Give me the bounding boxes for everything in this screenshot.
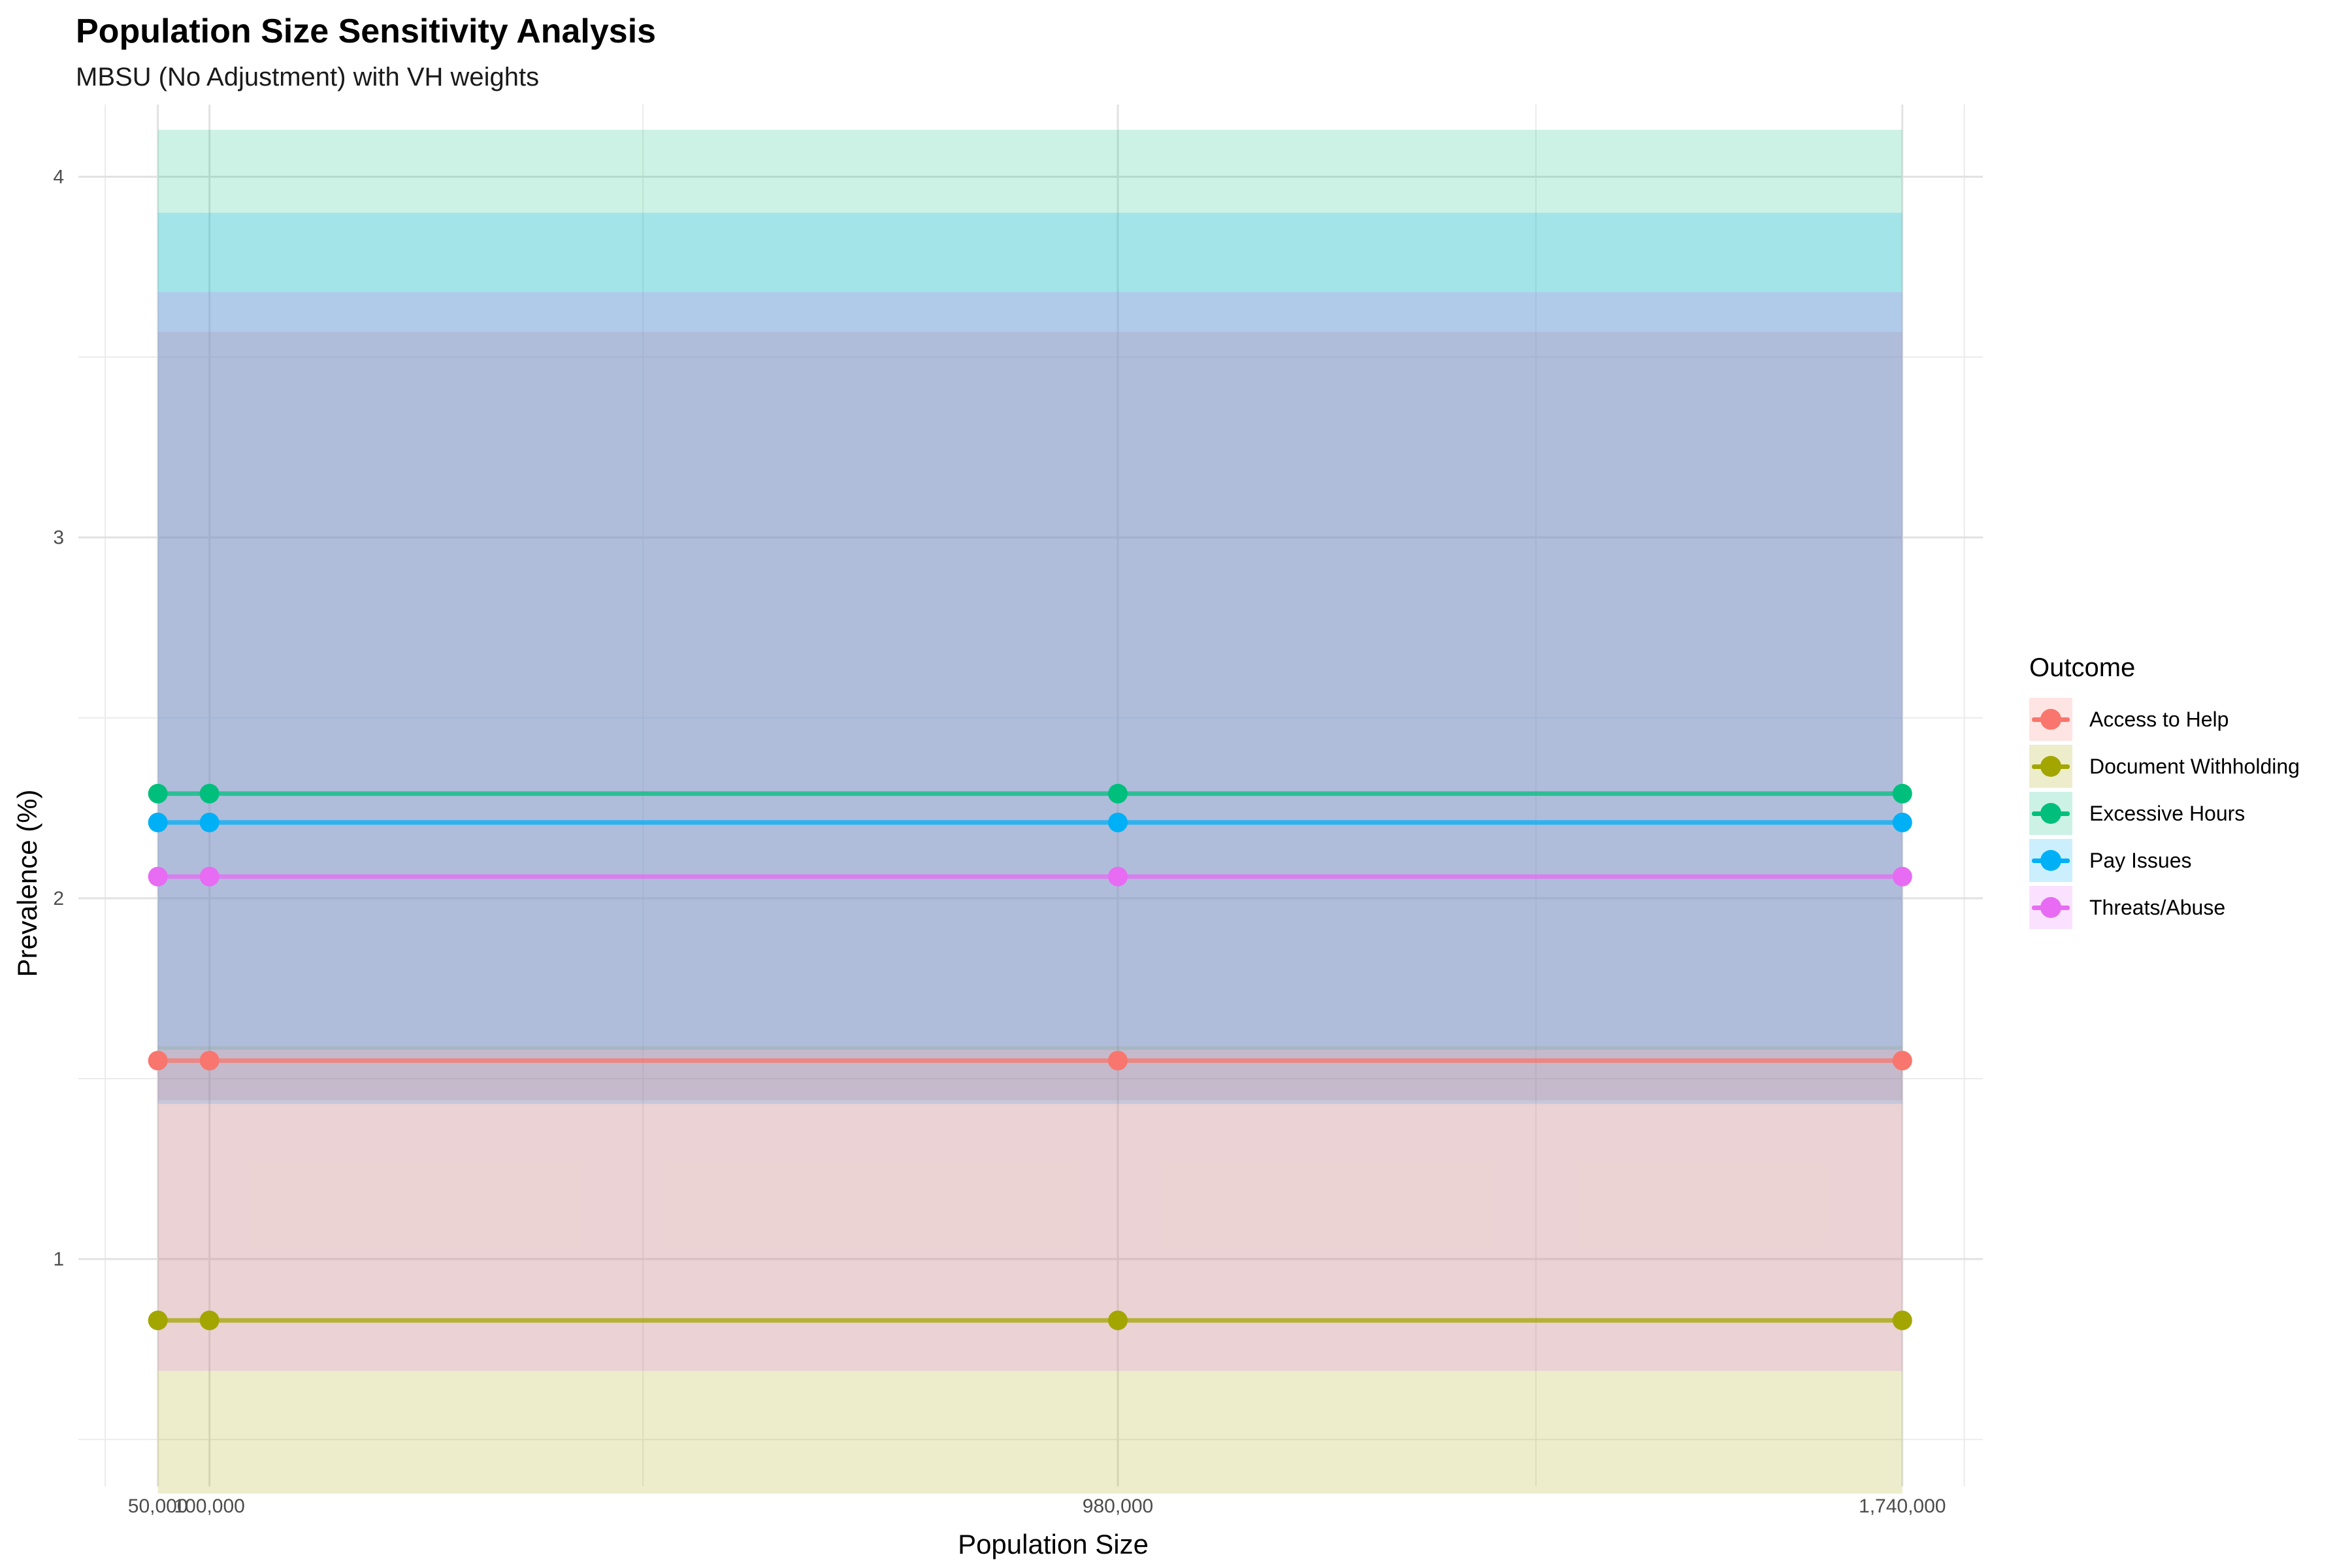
legend-key-dot	[2040, 850, 2061, 871]
x-tick-label: 100,000	[174, 1495, 244, 1517]
point-excessive-hours	[199, 783, 220, 804]
legend-item-access-to-help: Access to Help	[2029, 696, 2300, 743]
ci-ribbon-pay-issues	[157, 212, 1903, 1104]
x-axis-title: Population Size	[958, 1529, 1149, 1560]
x-tick-label: 1,740,000	[1859, 1495, 1946, 1517]
ci-ribbon-document-withholding	[157, 1046, 1903, 1494]
legend-key-excessive-hours	[2029, 792, 2072, 835]
y-tick-label: 1	[53, 1249, 64, 1270]
legend-label: Pay Issues	[2089, 848, 2192, 872]
y-tick-label: 2	[53, 888, 64, 909]
legend-label: Excessive Hours	[2089, 801, 2246, 825]
legend-key-threats-abuse	[2029, 886, 2072, 929]
point-document-withholding	[1108, 1310, 1128, 1330]
legend-item-threats-abuse: Threats/Abuse	[2029, 884, 2300, 931]
chart-subtitle: MBSU (No Adjustment) with VH weights	[76, 63, 540, 91]
legend-item-document-withholding: Document Withholding	[2029, 743, 2300, 790]
legend-key-dot	[2040, 803, 2061, 824]
x-tick-label: 50,000	[128, 1495, 188, 1517]
series-points	[148, 783, 1912, 1330]
point-threats-abuse	[199, 866, 220, 887]
legend-key-pay-issues	[2029, 839, 2072, 882]
point-excessive-hours	[1892, 783, 1912, 804]
series-lines	[157, 791, 1903, 1323]
x-tick-label: 980,000	[1083, 1495, 1153, 1517]
legend-item-excessive-hours: Excessive Hours	[2029, 790, 2300, 837]
legend-key-dot	[2040, 897, 2061, 918]
legend: Outcome Access to Help Document Withholdi…	[2029, 653, 2300, 931]
ci-ribbon-excessive-hours	[157, 129, 1903, 1050]
legend-key-access-to-help	[2029, 698, 2072, 741]
ci-ribbon-threats-abuse	[157, 292, 1903, 1371]
point-threats-abuse	[1892, 866, 1912, 887]
legend-key-dot	[2040, 709, 2061, 730]
y-axis-ticks: 1 2 3 4	[53, 166, 64, 1270]
point-access-to-help	[1108, 1051, 1128, 1071]
legend-label: Threats/Abuse	[2089, 895, 2226, 919]
legend-title: Outcome	[2029, 653, 2136, 682]
point-access-to-help	[199, 1051, 220, 1071]
point-excessive-hours	[148, 783, 168, 804]
point-document-withholding	[199, 1310, 220, 1330]
point-access-to-help	[148, 1051, 168, 1071]
legend-key-dot	[2040, 756, 2061, 777]
legend-label: Access to Help	[2089, 707, 2229, 731]
y-tick-label: 4	[53, 166, 64, 188]
point-threats-abuse	[148, 866, 168, 887]
legend-label: Document Withholding	[2089, 754, 2300, 778]
legend-item-pay-issues: Pay Issues	[2029, 837, 2300, 884]
point-pay-issues	[148, 812, 168, 832]
point-excessive-hours	[1108, 783, 1128, 804]
chart-title: Population Size Sensitivity Analysis	[76, 12, 657, 50]
point-pay-issues	[1892, 812, 1912, 832]
point-pay-issues	[199, 812, 220, 832]
point-access-to-help	[1892, 1051, 1912, 1071]
point-document-withholding	[148, 1310, 168, 1330]
confidence-ribbons	[157, 129, 1903, 1494]
ci-ribbon-access-to-help	[157, 331, 1903, 1101]
legend-key-document-withholding	[2029, 745, 2072, 788]
point-threats-abuse	[1108, 866, 1128, 887]
y-tick-label: 3	[53, 527, 64, 549]
point-document-withholding	[1892, 1310, 1912, 1330]
legend-items: Access to Help Document Withholding Excess…	[2029, 696, 2300, 931]
y-axis-title: Prevalence (%)	[12, 789, 42, 977]
point-pay-issues	[1108, 812, 1128, 832]
